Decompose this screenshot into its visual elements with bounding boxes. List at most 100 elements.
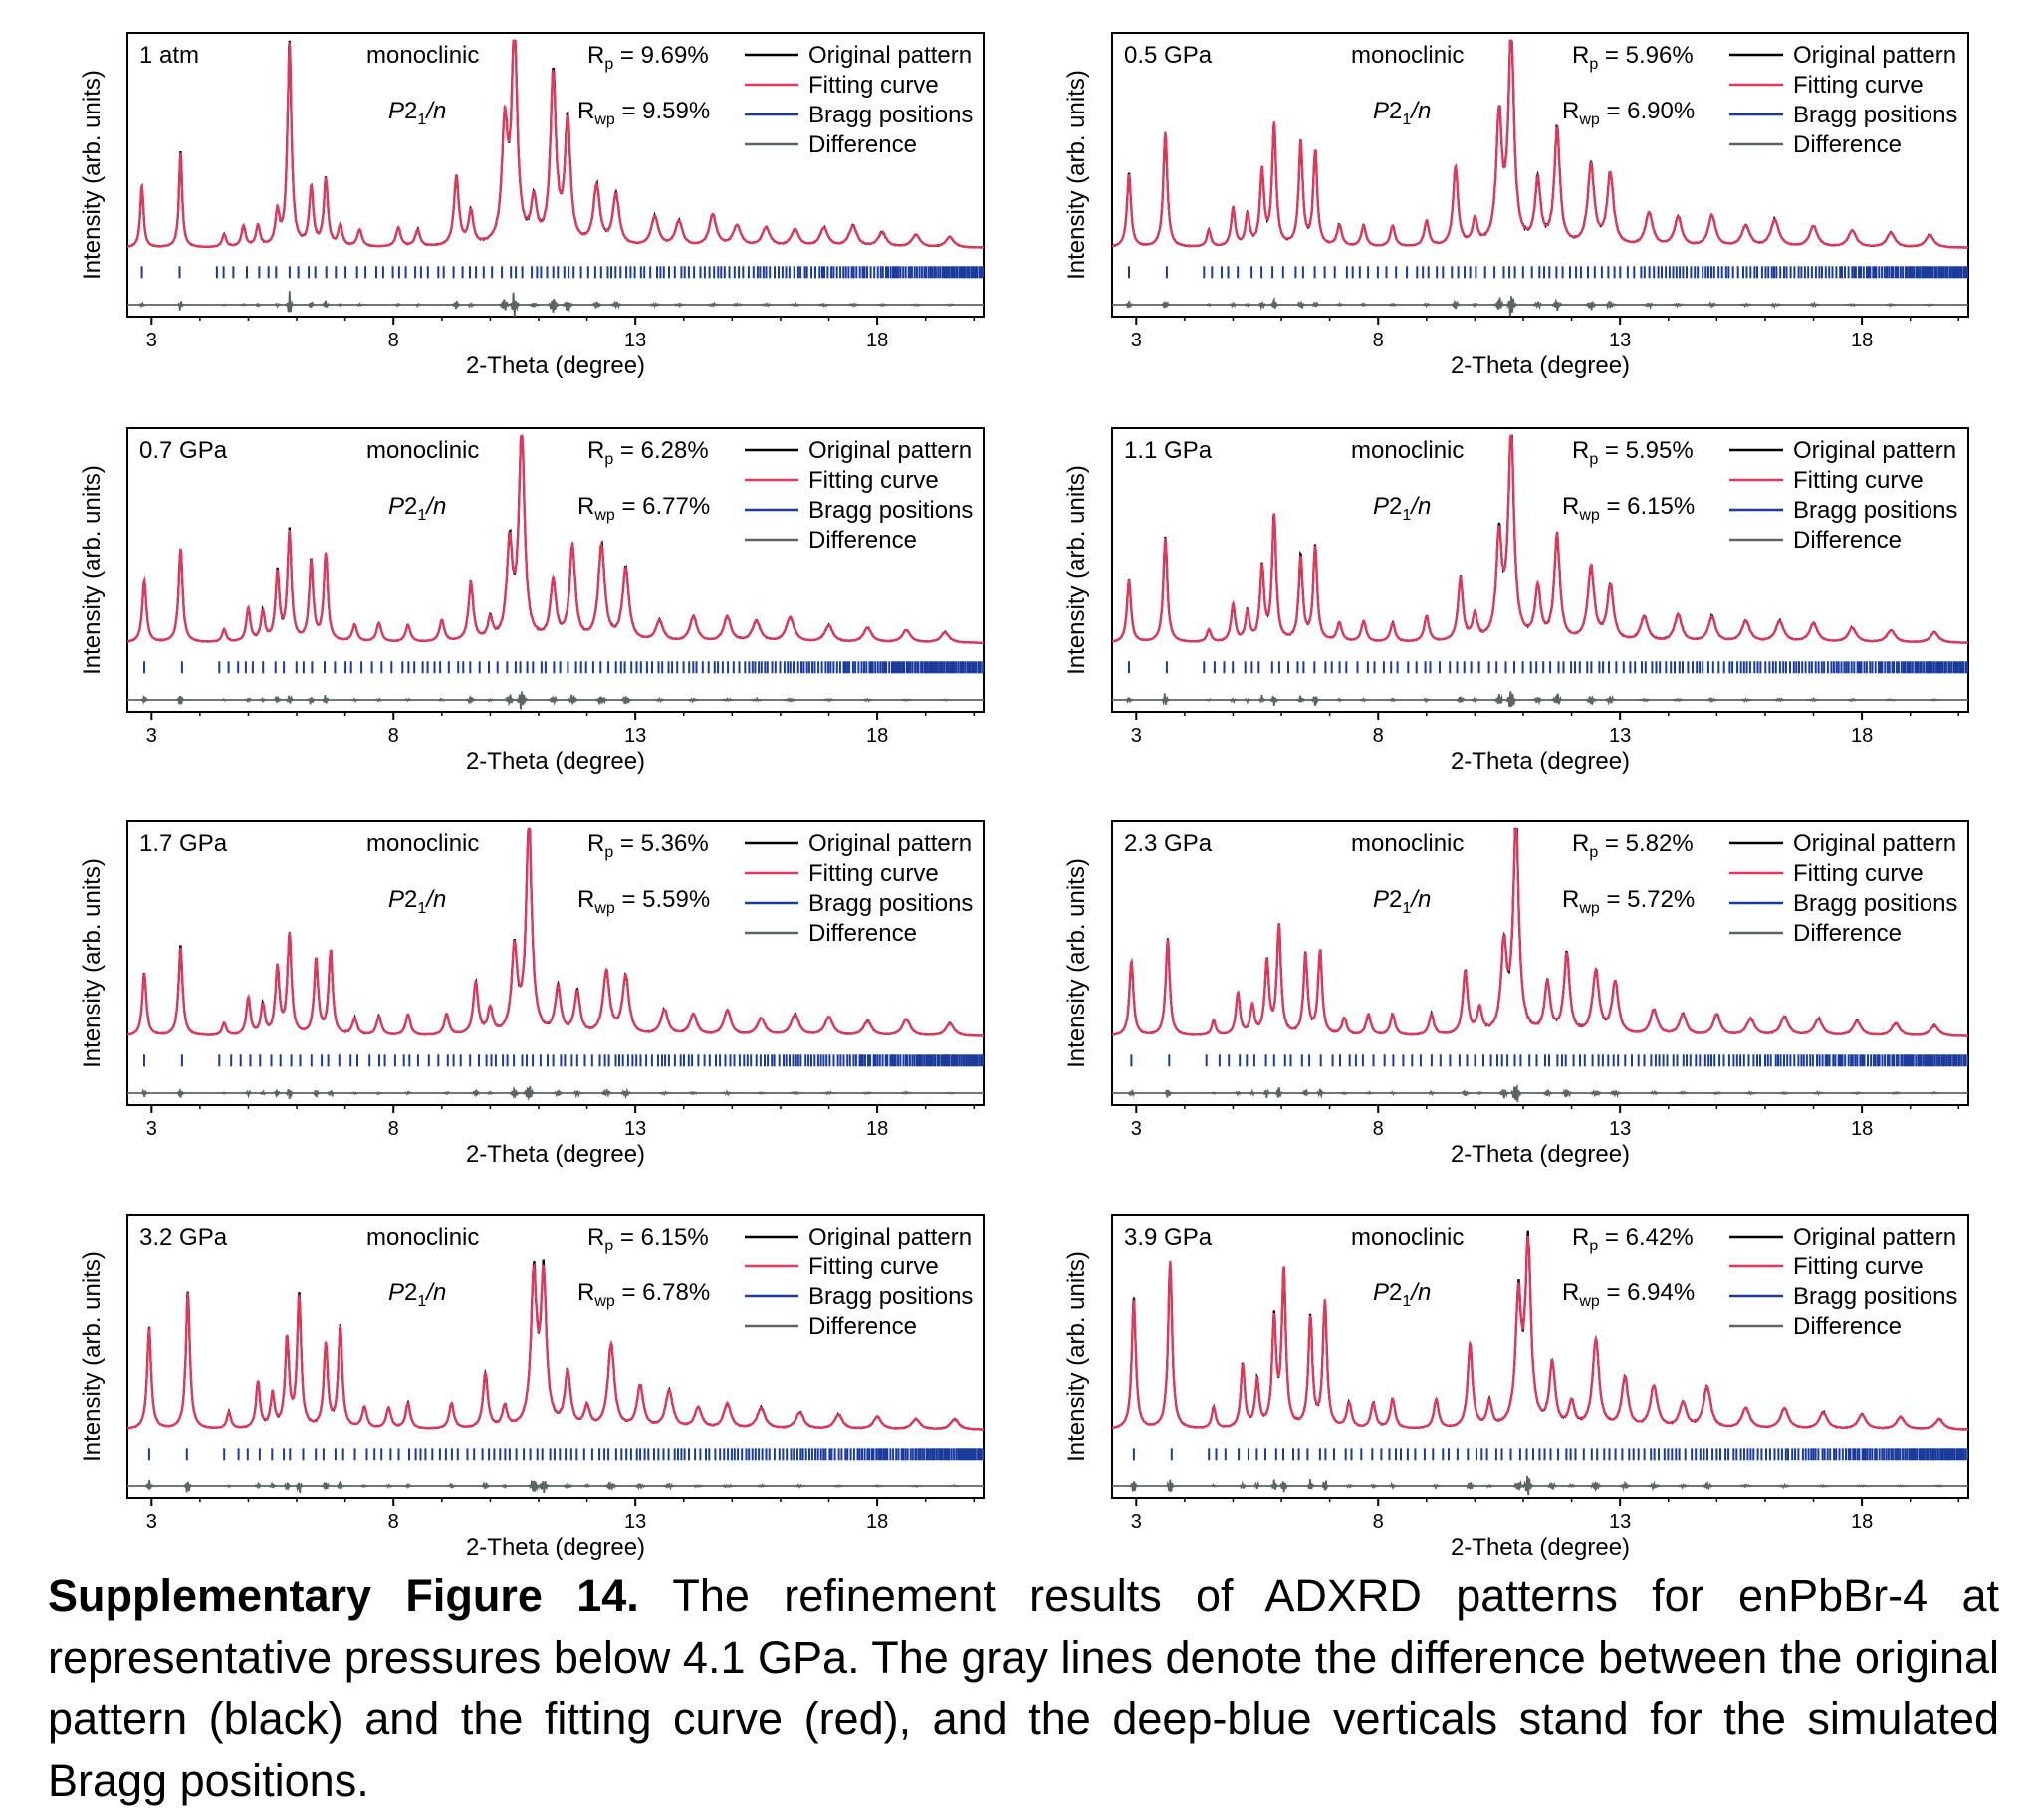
x-tick-label: 3 — [1131, 1118, 1142, 1140]
plot-frame — [126, 427, 985, 713]
x-tick-label: 3 — [1131, 330, 1142, 351]
x-tick-label: 18 — [1851, 1511, 1873, 1533]
x-tick-label: 3 — [146, 1118, 157, 1140]
rp-label: Rp = 6.42% — [1572, 1224, 1694, 1254]
x-tick-label: 3 — [146, 330, 157, 351]
space-group-label: P21/n — [1373, 1279, 1431, 1310]
y-axis-label: Intensity (arb. units) — [79, 465, 106, 675]
rwp-label: Rwp = 6.77% — [577, 493, 710, 524]
crystal-system-label: monoclinic — [1351, 1224, 1464, 1250]
legend-label: Difference — [808, 527, 917, 554]
fitting-curve-line — [127, 1262, 984, 1431]
plot-area — [1112, 1230, 1968, 1496]
x-tick-label: 3 — [146, 1511, 157, 1533]
x-tick-label: 8 — [388, 1511, 399, 1533]
y-axis-label: Intensity (arb. units) — [1063, 1251, 1090, 1462]
plot-area — [127, 827, 984, 1101]
difference-line — [1112, 691, 1968, 708]
rp-label: Rp = 5.95% — [1572, 437, 1694, 468]
legend-label: Difference — [808, 920, 917, 947]
pressure-label: 3.9 GPa — [1124, 1224, 1213, 1250]
rp-label: Rp = 6.15% — [587, 1224, 709, 1254]
legend: Original pattern Fitting curve Bragg posit… — [1729, 1224, 1957, 1340]
rwp-label: Rwp = 6.94% — [1562, 1279, 1695, 1310]
rp-label: Rp = 5.36% — [587, 830, 709, 861]
plot-frame — [1111, 32, 1969, 318]
fitting-curve-line — [1112, 39, 1968, 249]
chart-panel: 3 8 13 18 2-Theta (degree) Intensity (arb. un… — [1063, 820, 1969, 1168]
figure-panels: 3 8 13 18 2-Theta (degree) Intensity (arb. un… — [79, 32, 1969, 1561]
legend-label: Fitting curve — [1793, 467, 1924, 494]
legend-label: Difference — [1793, 1313, 1902, 1340]
x-tick-label: 18 — [866, 1118, 888, 1140]
y-axis-label: Intensity (arb. units) — [1063, 70, 1090, 280]
plot-area — [1112, 39, 1968, 317]
difference-line — [127, 691, 984, 710]
legend-label: Bragg positions — [808, 497, 973, 524]
chart-panel: 3 8 13 18 2-Theta (degree) Intensity (arb. un… — [1063, 427, 1969, 775]
legend-label: Bragg positions — [1793, 497, 1957, 524]
x-tick-label: 8 — [1373, 1511, 1384, 1533]
plot-frame — [1111, 820, 1969, 1106]
x-axis-label: 2-Theta (degree) — [1451, 1534, 1630, 1561]
pressure-label: 0.7 GPa — [139, 437, 228, 464]
bragg-positions — [1128, 661, 1968, 674]
x-tick-label: 13 — [624, 725, 646, 747]
x-tick-label: 8 — [388, 1118, 399, 1140]
legend-label: Fitting curve — [1793, 1253, 1924, 1280]
x-tick-label: 13 — [1609, 330, 1631, 351]
pressure-label: 1.1 GPa — [1124, 437, 1213, 464]
x-tick-label: 18 — [866, 1511, 888, 1533]
crystal-system-label: monoclinic — [366, 42, 479, 69]
legend-label: Fitting curve — [808, 467, 939, 494]
legend-label: Fitting curve — [1793, 860, 1924, 887]
plot-frame — [1111, 427, 1969, 713]
legend-label: Difference — [1793, 920, 1902, 947]
pressure-label: 1.7 GPa — [139, 830, 228, 857]
x-tick-label: 13 — [624, 330, 646, 351]
x-axis-label: 2-Theta (degree) — [466, 748, 645, 775]
rp-label: Rp = 5.82% — [1572, 830, 1694, 861]
chart-panel: 3 8 13 18 2-Theta (degree) Intensity (arb. un… — [79, 1214, 985, 1561]
crystal-system-label: monoclinic — [1351, 830, 1464, 857]
legend-label: Original pattern — [808, 1224, 972, 1250]
crystal-system-label: monoclinic — [1351, 42, 1464, 69]
x-axis-label: 2-Theta (degree) — [466, 352, 645, 379]
y-axis-label: Intensity (arb. units) — [1063, 465, 1090, 675]
legend-label: Difference — [808, 131, 917, 158]
bragg-positions — [1130, 1054, 1968, 1067]
legend-label: Fitting curve — [1793, 72, 1924, 99]
chart-panel: 3 8 13 18 2-Theta (degree) Intensity (arb. un… — [79, 820, 985, 1168]
x-tick-label: 18 — [866, 330, 888, 351]
rwp-label: Rwp = 6.90% — [1562, 98, 1695, 128]
x-tick-label: 13 — [1609, 725, 1631, 747]
x-tick-label: 13 — [624, 1511, 646, 1533]
crystal-system-label: monoclinic — [1351, 437, 1464, 464]
crystal-system-label: monoclinic — [366, 830, 479, 857]
legend-label: Bragg positions — [808, 1283, 973, 1310]
y-axis-label: Intensity (arb. units) — [1063, 858, 1090, 1068]
x-tick-label: 3 — [1131, 1511, 1142, 1533]
rwp-label: Rwp = 9.59% — [577, 98, 710, 128]
x-tick-label: 18 — [866, 725, 888, 747]
x-tick-label: 13 — [624, 1118, 646, 1140]
fitting-curve-line — [1112, 434, 1968, 644]
legend-label: Original pattern — [1793, 1224, 1956, 1250]
rp-label: Rp = 9.69% — [587, 42, 709, 73]
x-axis-label: 2-Theta (degree) — [1451, 748, 1630, 775]
legend-label: Original pattern — [808, 437, 972, 464]
bragg-positions — [143, 661, 984, 674]
plot-area — [1112, 827, 1968, 1103]
x-tick-label: 18 — [1851, 1118, 1873, 1140]
legend-label: Difference — [1793, 131, 1902, 158]
fitting-curve-line — [127, 827, 984, 1037]
bragg-positions — [140, 266, 984, 279]
bragg-positions — [143, 1054, 984, 1067]
bragg-positions — [1132, 1448, 1968, 1461]
difference-line — [1112, 296, 1968, 317]
difference-line — [1112, 1083, 1968, 1103]
fitting-curve-line — [127, 39, 984, 249]
plot-area — [127, 434, 984, 710]
legend-label: Original pattern — [808, 830, 972, 857]
pressure-label: 0.5 GPa — [1124, 42, 1213, 69]
